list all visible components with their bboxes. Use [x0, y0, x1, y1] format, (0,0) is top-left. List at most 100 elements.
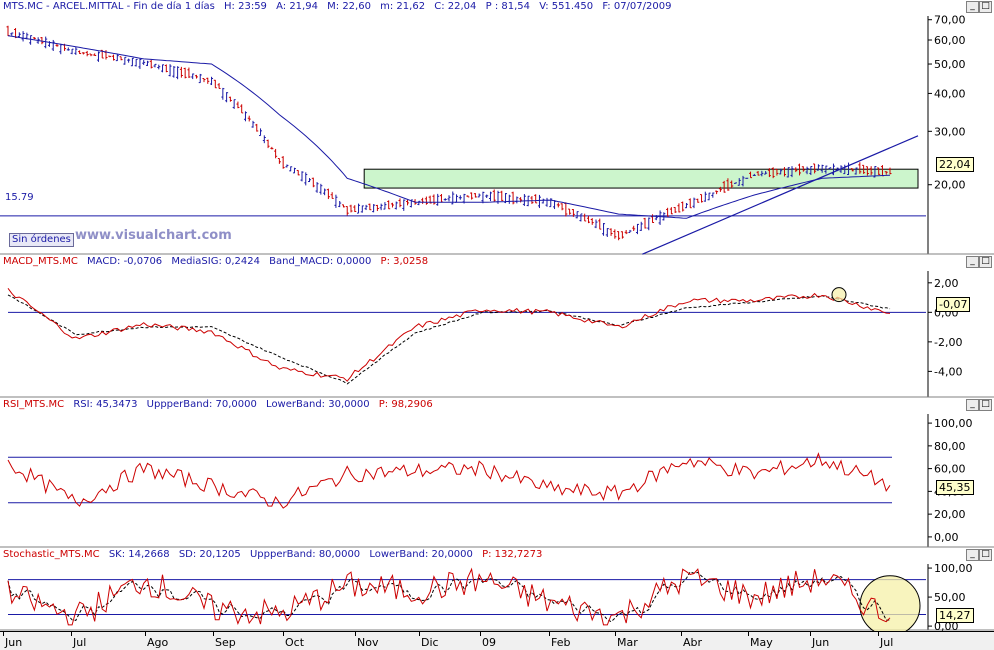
price-m: M: 22,60: [327, 1, 371, 12]
x-tick-label: Dic: [421, 636, 439, 649]
price-last-value: 22,04: [936, 157, 974, 172]
x-tick: [615, 632, 616, 636]
x-tick: [549, 632, 550, 636]
x-tick-label: Abr: [683, 636, 703, 649]
trendline: [642, 135, 919, 255]
maximize-button[interactable]: □: [979, 399, 992, 411]
rsi-upper: UppperBand: 70,0000: [146, 399, 257, 410]
y-tick-label: 50,00: [934, 591, 966, 604]
stoch-p: P: 132,7273: [482, 549, 543, 560]
price-header: MTS.MC - ARCEL.MITTAL - Fin de día 1 día…: [0, 0, 994, 14]
macd-panel[interactable]: MACD_MTS.MC MACD: -0,0706 MediaSIG: 0,24…: [0, 255, 994, 398]
rsi-p: P: 98,2906: [378, 399, 433, 410]
x-tick: [878, 632, 879, 636]
y-tick-label: 40,00: [934, 87, 966, 100]
highlight-circle: [831, 287, 847, 303]
x-tick: [355, 632, 356, 636]
x-tick: [480, 632, 481, 636]
price-symbol: MTS.MC - ARCEL.MITTAL - Fin de día 1 día…: [3, 1, 215, 12]
price-c: C: 22,04: [434, 1, 477, 12]
macd-header: MACD_MTS.MC MACD: -0,0706 MediaSIG: 0,24…: [0, 255, 994, 269]
sd-line: [7, 571, 891, 623]
sk-line: [7, 567, 891, 626]
x-tick: [3, 632, 4, 636]
y-tick-label: 70,00: [934, 14, 966, 27]
watermark: www.visualchart.com: [75, 228, 232, 243]
x-tick: [283, 632, 284, 636]
rsi-line: [7, 452, 891, 509]
hline-label: 15.79: [5, 192, 34, 203]
y-tick-label: 30,00: [934, 125, 966, 138]
y-tick-label: 100,00: [934, 417, 973, 430]
x-axis: Jun Jul Ago Sep Oct Nov Dic 09 Feb Mar Abr May Jun Ju…: [0, 631, 994, 650]
y-tick-label: 50,00: [934, 58, 966, 71]
maximize-button[interactable]: □: [979, 256, 992, 268]
x-tick-label: Jun: [812, 636, 830, 649]
rsi-last-value: 45,35: [936, 480, 974, 495]
stoch-header: Stochastic_MTS.MC SK: 14,2668 SD: 20,120…: [0, 548, 994, 562]
orders-button[interactable]: Sin órdenes: [9, 233, 74, 247]
minimize-button[interactable]: _: [966, 256, 979, 268]
minimize-button[interactable]: _: [966, 1, 979, 13]
y-tick-label: 60,00: [934, 463, 966, 476]
stoch-panel[interactable]: Stochastic_MTS.MC SK: 14,2668 SD: 20,120…: [0, 548, 994, 631]
macd-signal: MediaSIG: 0,2424: [171, 256, 260, 267]
price-mm: m: 21,62: [380, 1, 426, 12]
maximize-button[interactable]: □: [979, 549, 992, 561]
rsi-lower: LowerBand: 30,0000: [266, 399, 370, 410]
x-tick-label: May: [750, 636, 773, 649]
rsi-value: RSI: 45,3473: [73, 399, 138, 410]
y-tick-label: 20,00: [934, 179, 966, 192]
x-tick-label: Mar: [617, 636, 638, 649]
rsi-name: RSI_MTS.MC: [3, 399, 65, 410]
stoch-lower: LowerBand: 20,0000: [369, 549, 473, 560]
x-tick-label: Ago: [147, 636, 169, 649]
stoch-upper: UppperBand: 80,0000: [249, 549, 361, 560]
minimize-button[interactable]: _: [966, 399, 979, 411]
maximize-button[interactable]: □: [979, 1, 992, 13]
rsi-header: RSI_MTS.MC RSI: 45,3473 UppperBand: 70,0…: [0, 398, 994, 412]
stoch-name: Stochastic_MTS.MC: [3, 549, 100, 560]
x-tick: [681, 632, 682, 636]
y-tick-label: 0,00: [934, 531, 959, 544]
moving-average-line: [7, 35, 891, 219]
x-tick-label: Oct: [285, 636, 305, 649]
y-tick-label: -4,00: [934, 365, 962, 378]
price-v: V: 551.450: [539, 1, 594, 12]
x-tick: [419, 632, 420, 636]
price-p: P : 81,54: [485, 1, 530, 12]
price-f: F: 07/07/2009: [602, 1, 672, 12]
stoch-sk: SK: 14,2668: [108, 549, 170, 560]
rsi-panel[interactable]: RSI_MTS.MC RSI: 45,3473 UppperBand: 70,0…: [0, 398, 994, 548]
price-h: H: 23:59: [224, 1, 267, 12]
y-tick-label: 80,00: [934, 440, 966, 453]
macd-line: [7, 288, 891, 382]
x-tick: [748, 632, 749, 636]
macd-band: Band_MACD: 0,0000: [269, 256, 372, 267]
x-tick-label: Jul: [73, 636, 87, 649]
y-tick-label: 20,00: [934, 508, 966, 521]
macd-chart: 2,000,00-2,00-4,00: [0, 271, 994, 398]
x-tick-label: Nov: [357, 636, 379, 649]
x-tick-label: Jun: [5, 636, 23, 649]
y-tick-label: -2,00: [934, 336, 962, 349]
stoch-last-value: 14,27: [936, 608, 974, 623]
stoch-sd: SD: 20,1205: [178, 549, 241, 560]
macd-name: MACD_MTS.MC: [3, 256, 78, 267]
price-panel[interactable]: MTS.MC - ARCEL.MITTAL - Fin de día 1 día…: [0, 0, 994, 255]
x-tick-label: Sep: [215, 636, 236, 649]
highlight-circle: [859, 575, 921, 631]
x-tick: [213, 632, 214, 636]
x-tick: [71, 632, 72, 636]
price-a: A: 21,94: [276, 1, 318, 12]
minimize-button[interactable]: _: [966, 549, 979, 561]
x-tick: [810, 632, 811, 636]
y-tick-label: 60,00: [934, 34, 966, 47]
macd-p: P: 3,0258: [380, 256, 429, 267]
price-chart: 70,00 60,00 50,00 40,00 30,00 20,00: [0, 14, 994, 255]
signal-line: [7, 294, 891, 385]
y-tick-label: 2,00: [934, 277, 959, 290]
macd-value: MACD: -0,0706: [87, 256, 163, 267]
x-tick-label: Jul: [880, 636, 894, 649]
